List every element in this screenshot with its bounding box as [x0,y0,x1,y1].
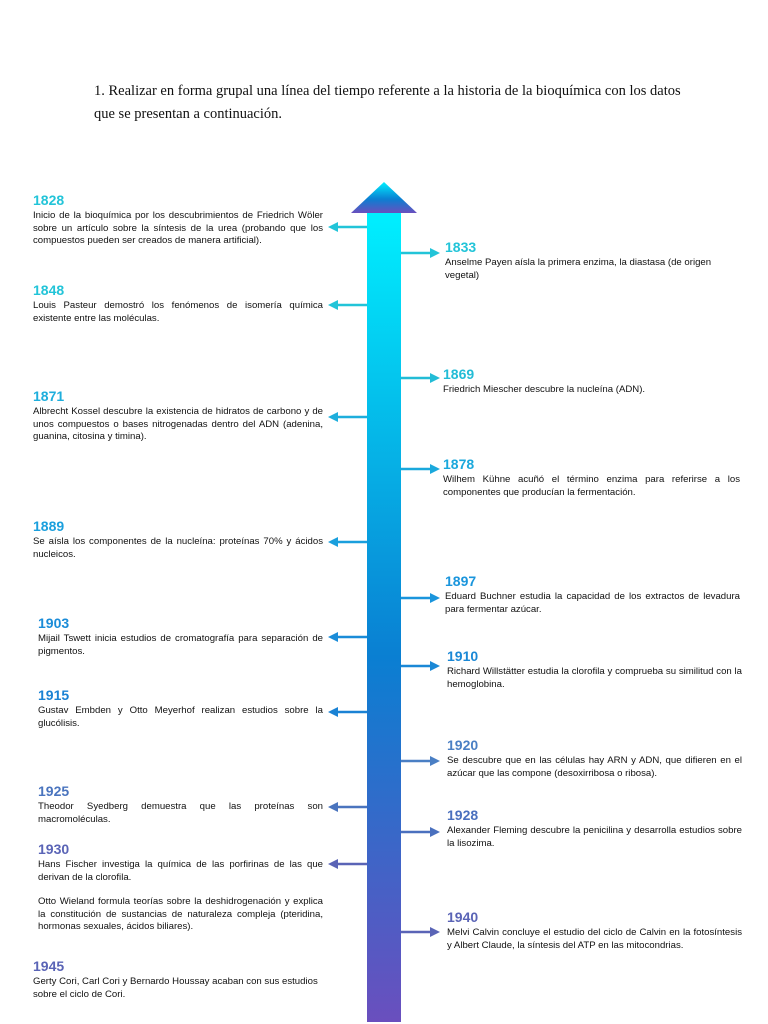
event-year: 1910 [447,648,479,664]
event-description: Inicio de la bioquímica por los descubri… [33,210,323,246]
event-description: Mijail Tswett inicia estudios de cromato… [38,633,323,657]
event-1871: 1871 Albrecht Kossel descubre la existen… [33,388,323,444]
event-year: 1915 [38,687,70,703]
event-year: 1833 [445,239,477,255]
event-year: 1828 [33,192,65,208]
event-description: Gerty Cori, Carl Cori y Bernardo Houssay… [33,976,318,1000]
connector-arrow-1940 [401,927,440,937]
connector-arrow-1925 [328,802,367,812]
connector-arrow-1828 [328,222,367,232]
event-description: Louis Pasteur demostró los fenómenos de … [33,300,323,324]
event-description: Friedrich Miescher descubre la nucleína … [443,384,646,395]
event-description: Gustav Embden y Otto Meyerhof realizan e… [38,705,323,729]
event-1848: 1848 Louis Pasteur demostró los fenómeno… [33,282,323,325]
event-description: Wilhem Kühne acuñó el término enzima par… [443,474,740,498]
event-description: Melvi Calvin concluye el estudio del cic… [447,927,742,951]
event-1897: 1897 Eduard Buchner estudia la capacidad… [445,573,740,616]
connector-arrow-1871 [328,412,367,422]
connector-arrow-1928 [401,827,440,837]
instructions-line-2: que se presentan a continuación. [94,106,283,122]
event-1878: 1878 Wilhem Kühne acuñó el término enzim… [443,456,740,499]
connector-arrow-1903 [328,632,367,642]
event-description: Eduard Buchner estudia la capacidad de l… [445,591,740,615]
connector-arrow-1889 [328,537,367,547]
event-year: 1945 [33,958,65,974]
event-year: 1920 [447,737,479,753]
timeline-shaft [367,210,401,1022]
event-1889: 1889 Se aísla los componentes de la nucl… [33,518,323,561]
event-1930: 1930 Hans Fischer investiga la química d… [38,841,323,884]
event-year: 1878 [443,456,475,472]
connector-arrow-1910 [401,661,440,671]
event-1930-wieland: Otto Wieland formula teorías sobre la de… [38,896,323,934]
event-year: 1871 [33,388,65,404]
event-description: Albrecht Kossel descubre la existencia d… [33,406,323,442]
timeline-arrowhead [351,182,417,213]
event-year: 1940 [447,909,479,925]
connector-arrow-1930 [328,859,367,869]
timeline-connectors [328,222,440,937]
event-year: 1925 [38,783,70,799]
event-year: 1848 [33,282,65,298]
event-1945: 1945 Gerty Cori, Carl Cori y Bernardo Ho… [33,958,323,1001]
event-description: Anselme Payen aísla la primera enzima, l… [445,257,712,281]
connector-arrow-1833 [401,248,440,258]
event-1940: 1940 Melvi Calvin concluye el estudio de… [447,909,742,952]
event-description: Se aísla los componentes de la nucleína:… [33,536,323,560]
event-1925: 1925 Theodor Syedberg demuestra que las … [38,783,323,826]
instructions: 1. Realizar en forma grupal una línea de… [94,80,694,126]
event-1903: 1903 Mijail Tswett inicia estudios de cr… [38,615,323,658]
event-year: 1869 [443,366,475,382]
event-year: 1903 [38,615,70,631]
event-1915: 1915 Gustav Embden y Otto Meyerhof reali… [38,687,323,730]
event-year: 1889 [33,518,65,534]
connector-arrow-1848 [328,300,367,310]
connector-arrow-1878 [401,464,440,474]
connector-arrow-1869 [401,373,440,383]
event-description: Alexander Fleming descubre la penicilina… [447,825,742,849]
event-description: Hans Fischer investiga la química de las… [38,859,323,883]
event-1828: 1828 Inicio de la bioquímica por los des… [33,192,323,248]
event-1910: 1910 Richard Willstätter estudia la clor… [447,648,742,691]
event-description: Richard Willstätter estudia la clorofila… [447,666,742,690]
event-year: 1897 [445,573,477,589]
connector-arrow-1897 [401,593,440,603]
event-1869: 1869 Friedrich Miescher descubre la nucl… [443,366,740,397]
event-1833: 1833 Anselme Payen aísla la primera enzi… [445,239,740,282]
event-1928: 1928 Alexander Fleming descubre la penic… [447,807,742,850]
event-description: Theodor Syedberg demuestra que las prote… [38,801,323,825]
connector-arrow-1920 [401,756,440,766]
event-description: Se descubre que en las células hay ARN y… [447,755,742,779]
connector-arrow-1915 [328,707,367,717]
event-description: Otto Wieland formula teorías sobre la de… [38,896,323,932]
event-1920: 1920 Se descubre que en las células hay … [447,737,742,780]
event-year: 1930 [38,841,70,857]
instructions-line-1: 1. Realizar en forma grupal una línea de… [94,83,681,99]
event-year: 1928 [447,807,479,823]
